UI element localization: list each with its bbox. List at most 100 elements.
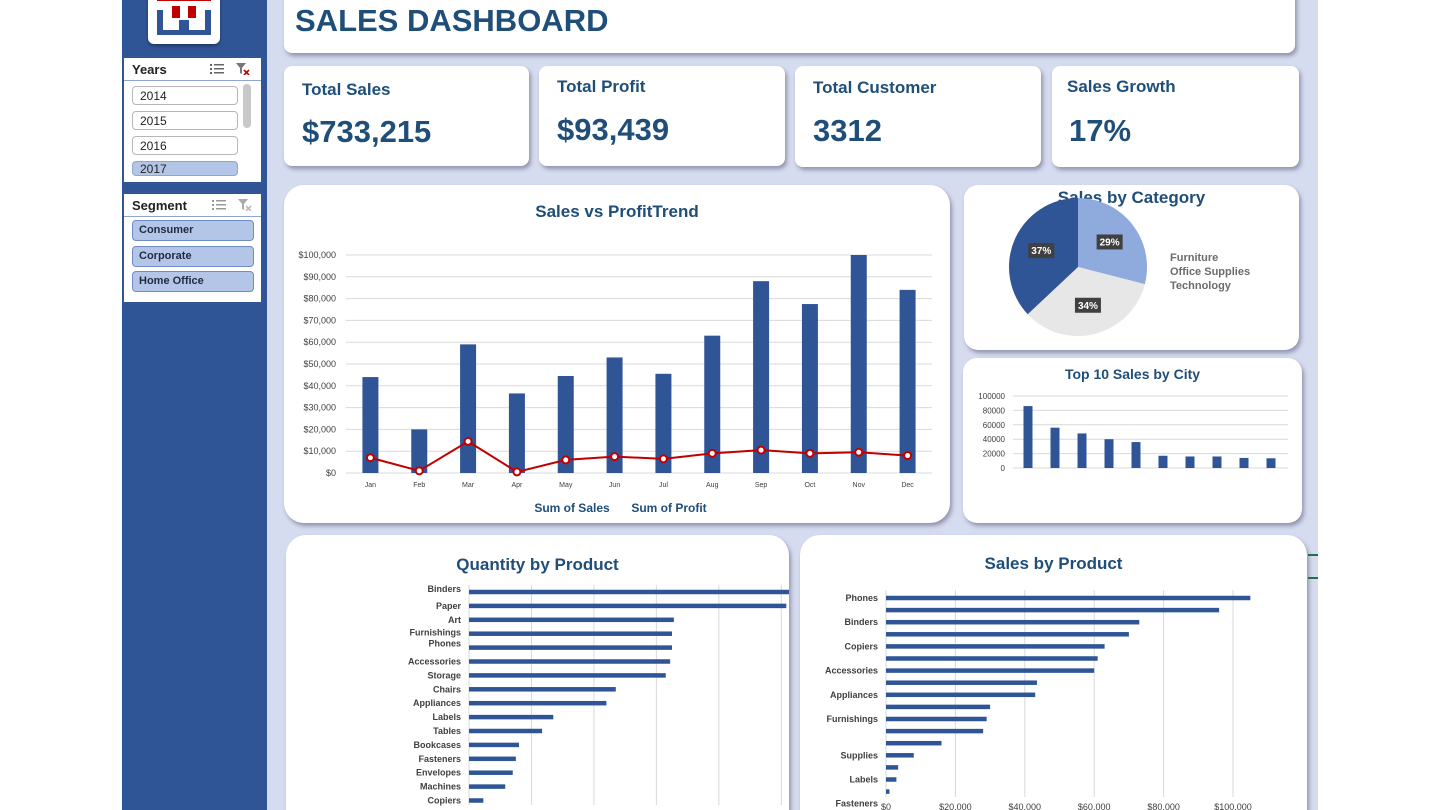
selection-bracket	[1308, 554, 1318, 579]
x-tick-label: May	[559, 482, 573, 489]
x-tick-label: Feb	[413, 482, 425, 489]
category-label: Binders	[844, 617, 878, 627]
profit-point	[610, 452, 620, 462]
profit-point	[756, 445, 766, 455]
data-label-box	[1028, 243, 1055, 259]
profit-point	[414, 466, 424, 476]
city-bar	[1104, 439, 1114, 468]
category-label: Fasteners	[418, 754, 461, 764]
product-bar	[886, 704, 991, 710]
sales-bar	[850, 255, 867, 473]
kpi-value: 3312	[813, 113, 882, 148]
x-tick-label: Nov	[853, 482, 866, 489]
sales-by-product-card: Sales by Product Phones Binders Copiers Acc…	[800, 535, 1307, 810]
category-label: Bookcases	[413, 740, 461, 750]
sales-bar	[655, 373, 672, 473]
kpi-label: Sales Growth	[1067, 77, 1176, 96]
product-bar	[886, 777, 897, 782]
x-tick-label: Oct	[804, 482, 815, 489]
clear-filter-icon[interactable]	[238, 199, 252, 211]
y-tick-label: 80000	[983, 406, 1006, 415]
top-cities-card: Top 10 Sales by City 0 20000 40000 60000 800…	[963, 358, 1302, 523]
y-tick-label: 20000	[983, 450, 1006, 459]
dashboard-canvas: Years 2014 2015 2016 2017 Segment	[122, 0, 1318, 810]
y-tick-label: $20,000	[303, 424, 336, 434]
sales-bar	[557, 375, 574, 473]
y-tick-label: $60,000	[303, 337, 336, 347]
x-tick-label: $20,000	[939, 802, 972, 810]
x-tick-label: Jan	[365, 482, 376, 489]
product-bar	[886, 595, 1251, 601]
sales-by-product-chart: Phones Binders Copiers Accessories Appliance…	[825, 590, 1252, 810]
category-label: Tables	[433, 726, 461, 736]
legend-entry: Furniture	[1170, 252, 1218, 264]
data-label: 29%	[1100, 237, 1120, 248]
category-label: Copiers	[844, 641, 878, 651]
years-scrollbar[interactable]	[243, 84, 251, 128]
product-bar	[469, 631, 672, 636]
category-label: Art	[448, 615, 461, 625]
product-bar	[469, 756, 516, 762]
chart-title: Quantity by Product	[456, 555, 619, 574]
profit-point	[463, 436, 473, 446]
segment-corporate-button[interactable]: Corporate	[132, 246, 254, 267]
year-2014-button[interactable]: 2014	[132, 86, 238, 105]
category-label: Appliances	[830, 690, 878, 700]
x-tick-label: $60,000	[1078, 802, 1111, 810]
kpi-value: $93,439	[557, 112, 670, 147]
x-tick-label: $0	[881, 802, 891, 810]
product-bar	[469, 700, 607, 706]
profit-point	[854, 447, 864, 457]
segment-consumer-button[interactable]: Consumer	[132, 220, 254, 241]
product-bar	[469, 673, 666, 678]
segment-home-office-button[interactable]: Home Office	[132, 271, 254, 292]
product-bar	[886, 680, 1037, 685]
category-label: Accessories	[408, 657, 461, 667]
x-tick-label: Dec	[901, 482, 914, 489]
kpi-total-sales: Total Sales $733,215	[284, 66, 529, 166]
years-slicer: Years 2014 2015 2016 2017	[124, 58, 261, 182]
category-label: Accessories	[825, 666, 878, 676]
city-bar	[1266, 458, 1276, 468]
y-tick-label: $90,000	[303, 272, 336, 282]
profit-point	[365, 453, 375, 463]
x-tick-label: Aug	[706, 482, 719, 489]
kpi-total-profit: Total Profit $93,439	[539, 66, 785, 166]
city-bar	[1050, 427, 1060, 468]
year-2015-button[interactable]: 2015	[132, 111, 238, 130]
product-bar	[886, 740, 942, 746]
category-label: Furnishings	[827, 714, 879, 724]
sidebar: Years 2014 2015 2016 2017 Segment	[122, 0, 267, 810]
y-tick-label: $70,000	[303, 315, 336, 325]
data-label: 37%	[1031, 246, 1051, 257]
category-label: Appliances	[413, 698, 461, 708]
product-bar	[469, 617, 674, 623]
product-bar	[886, 692, 1036, 698]
kpi-value: 17%	[1069, 113, 1132, 148]
category-label: Machines	[420, 782, 461, 792]
product-bar	[886, 728, 984, 734]
sales-bar	[362, 377, 379, 473]
sales-bar	[801, 304, 818, 473]
logo-icon	[157, 0, 211, 35]
segment-slicer-title: Segment	[132, 198, 187, 213]
city-bar	[1239, 457, 1249, 468]
year-2016-button[interactable]: 2016	[132, 136, 238, 155]
x-tick-label: Sep	[755, 482, 768, 489]
multi-select-icon[interactable]	[212, 199, 226, 211]
clear-filter-icon[interactable]	[236, 63, 250, 75]
y-tick-label: $0	[326, 468, 336, 478]
product-bar	[469, 659, 671, 664]
city-bar	[1077, 433, 1087, 468]
sales-bar	[899, 289, 916, 473]
product-bar	[886, 789, 890, 794]
year-2017-button[interactable]: 2017	[132, 161, 238, 176]
data-label: 34%	[1078, 301, 1098, 312]
product-bar	[469, 742, 519, 748]
kpi-label: Total Profit	[557, 77, 646, 96]
multi-select-icon[interactable]	[210, 63, 224, 75]
y-tick-label: 0	[1001, 464, 1006, 473]
data-label-box	[1096, 234, 1123, 250]
legend-entry: Sum of Profit	[631, 501, 706, 515]
